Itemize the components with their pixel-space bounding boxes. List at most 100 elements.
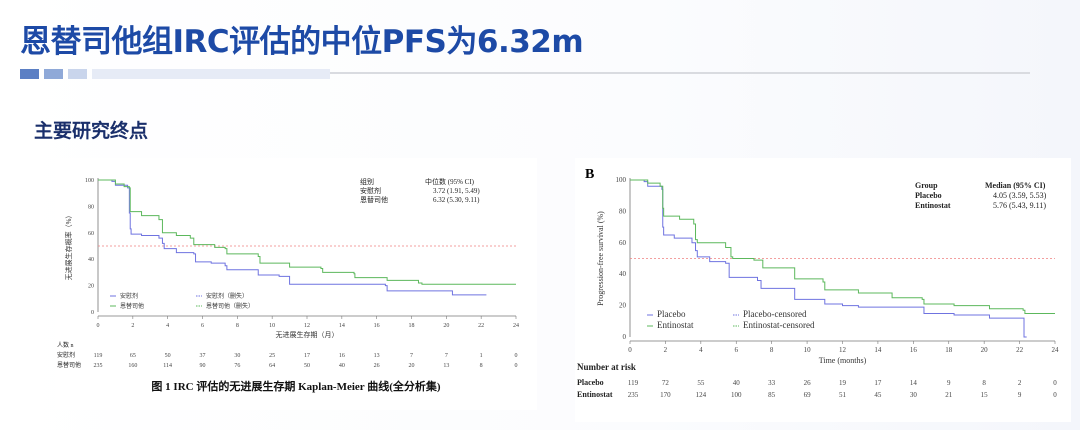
legend-entry: 恩替司他 bbox=[120, 302, 144, 310]
legend-entry: Placebo bbox=[657, 309, 686, 319]
x-tick-label: 10 bbox=[269, 323, 275, 329]
y-tick-label: 80 bbox=[619, 207, 627, 215]
chart-panel-irc: 0 20 40 60 80 100 0 2 4 6 8 10 12 14 16 18 20 22 24 无进展生存期（… bbox=[55, 158, 537, 410]
km-curve-placebo bbox=[98, 179, 487, 296]
legend-entry: Entinostat-censored bbox=[743, 320, 815, 330]
risk-count: 119 bbox=[94, 353, 103, 359]
risk-count: 45 bbox=[874, 391, 882, 399]
risk-count: 17 bbox=[304, 353, 310, 359]
risk-count: 20 bbox=[409, 363, 415, 369]
risk-row-label: Placebo bbox=[577, 378, 604, 387]
x-tick-label: 2 bbox=[131, 323, 134, 329]
risk-count: 40 bbox=[339, 363, 345, 369]
y-tick-label: 100 bbox=[85, 178, 94, 184]
risk-row-label: Entinostat bbox=[577, 390, 613, 399]
x-tick-label: 14 bbox=[339, 323, 345, 329]
y-tick-label: 20 bbox=[88, 284, 94, 290]
summary-cell: 恩替司他 bbox=[360, 195, 388, 204]
section-subtitle: 主要研究终点 bbox=[34, 120, 149, 142]
y-tick-label: 40 bbox=[88, 257, 94, 263]
risk-table-title: 人数 n bbox=[57, 341, 74, 349]
risk-count: 50 bbox=[304, 363, 310, 369]
x-tick-label: 10 bbox=[804, 346, 812, 354]
summary-header: 中位数 (95% CI) bbox=[425, 177, 475, 186]
risk-count: 160 bbox=[128, 363, 137, 369]
risk-count: 30 bbox=[234, 353, 240, 359]
decoration-block bbox=[68, 69, 87, 79]
risk-count: 9 bbox=[947, 379, 951, 387]
risk-row-label: 安慰剂 bbox=[57, 351, 75, 359]
risk-count: 55 bbox=[697, 379, 705, 387]
risk-count: 0 bbox=[515, 363, 518, 369]
x-tick-label: 8 bbox=[236, 323, 239, 329]
y-axis-title: 无进展生存概率（%） bbox=[64, 212, 73, 281]
risk-count: 235 bbox=[94, 363, 103, 369]
risk-count: 16 bbox=[339, 353, 345, 359]
risk-count: 51 bbox=[839, 391, 847, 399]
y-tick-label: 100 bbox=[616, 176, 627, 184]
decoration-block bbox=[44, 69, 63, 79]
risk-count: 64 bbox=[269, 363, 275, 369]
risk-count: 9 bbox=[1018, 391, 1022, 399]
risk-count: 37 bbox=[200, 353, 206, 359]
x-tick-label: 12 bbox=[304, 323, 310, 329]
x-tick-label: 2 bbox=[664, 346, 668, 354]
risk-row-label: 恩替司他 bbox=[57, 361, 81, 369]
summary-cell: Placebo bbox=[915, 191, 942, 200]
risk-count: 119 bbox=[628, 379, 639, 387]
km-curve-entinostat bbox=[98, 179, 516, 285]
risk-count: 100 bbox=[731, 391, 742, 399]
x-axis-title: Time (months) bbox=[819, 356, 867, 365]
risk-count: 50 bbox=[165, 353, 171, 359]
legend-entry: 恩替司他（删失） bbox=[206, 302, 254, 310]
x-tick-label: 14 bbox=[874, 346, 882, 354]
summary-cell: 4.05 (3.59, 5.53) bbox=[993, 191, 1047, 200]
x-tick-label: 4 bbox=[699, 346, 703, 354]
x-tick-label: 0 bbox=[97, 323, 100, 329]
page-title: 恩替司他组IRC评估的中位PFS为6.32m bbox=[20, 24, 584, 60]
risk-count: 114 bbox=[163, 363, 172, 369]
km-curve-placebo bbox=[630, 179, 1027, 338]
y-tick-label: 0 bbox=[91, 310, 94, 316]
legend-entry: Entinostat bbox=[657, 320, 694, 330]
risk-count: 14 bbox=[910, 379, 918, 387]
x-tick-label: 4 bbox=[166, 323, 169, 329]
x-tick-label: 24 bbox=[1052, 346, 1060, 354]
summary-cell: 安慰剂 bbox=[360, 186, 381, 195]
risk-count: 15 bbox=[981, 391, 989, 399]
legend-entry: 安慰剂（删失） bbox=[206, 292, 248, 300]
x-tick-label: 18 bbox=[945, 346, 953, 354]
x-tick-label: 16 bbox=[374, 323, 380, 329]
x-tick-label: 12 bbox=[839, 346, 847, 354]
x-tick-label: 0 bbox=[628, 346, 632, 354]
risk-count: 26 bbox=[804, 379, 812, 387]
risk-count: 26 bbox=[374, 363, 380, 369]
risk-count: 69 bbox=[804, 391, 812, 399]
risk-count: 13 bbox=[374, 353, 380, 359]
title-rule bbox=[330, 72, 1030, 74]
x-tick-label: 22 bbox=[1016, 346, 1024, 354]
risk-count: 8 bbox=[480, 363, 483, 369]
chart-panel-b: 0 20 40 60 80 100 0 2 4 6 8 10 12 14 16 18 20 22 24 Time (m… bbox=[575, 158, 1071, 422]
risk-count: 7 bbox=[410, 353, 413, 359]
y-tick-label: 60 bbox=[88, 231, 94, 237]
risk-count: 76 bbox=[234, 363, 240, 369]
risk-count: 13 bbox=[443, 363, 449, 369]
x-tick-label: 20 bbox=[443, 323, 449, 329]
x-tick-label: 24 bbox=[513, 323, 519, 329]
legend-entry: 安慰剂 bbox=[120, 292, 138, 300]
risk-count: 170 bbox=[660, 391, 671, 399]
summary-cell: 3.72 (1.91, 5.49) bbox=[433, 187, 480, 195]
risk-count: 0 bbox=[515, 353, 518, 359]
x-tick-label: 8 bbox=[770, 346, 774, 354]
risk-count: 0 bbox=[1053, 379, 1057, 387]
panel-label: B bbox=[585, 167, 594, 182]
risk-count: 21 bbox=[945, 391, 953, 399]
risk-count: 17 bbox=[874, 379, 882, 387]
x-axis-title: 无进展生存期（月） bbox=[276, 330, 339, 339]
x-tick-label: 20 bbox=[981, 346, 989, 354]
risk-count: 40 bbox=[733, 379, 741, 387]
summary-header: Group bbox=[915, 181, 938, 190]
